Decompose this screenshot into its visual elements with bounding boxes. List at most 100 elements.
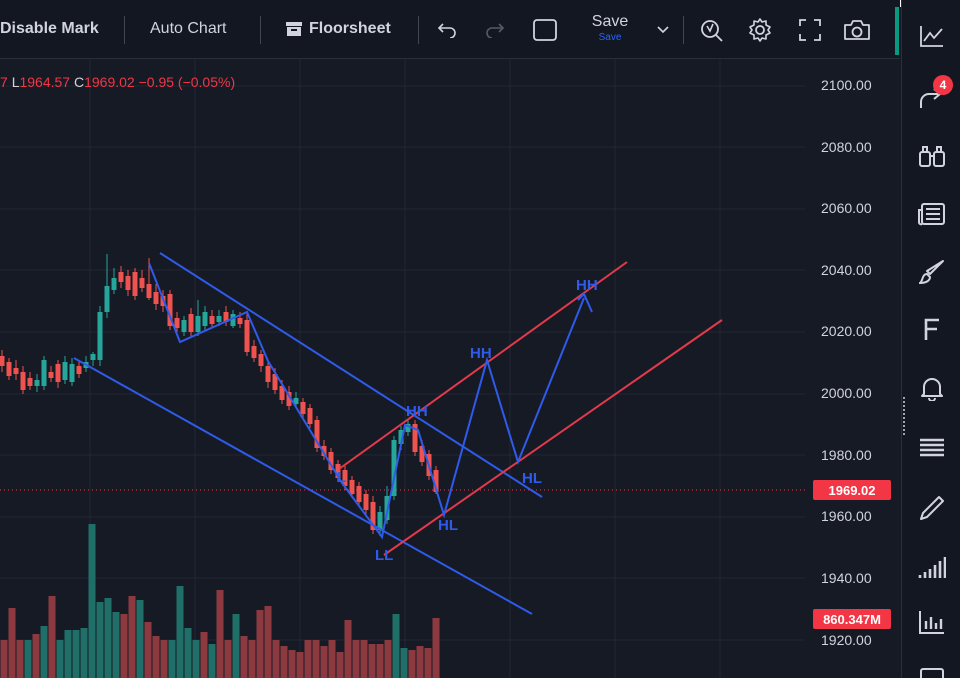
- candle-body: [391, 440, 397, 496]
- candle-body: [125, 276, 131, 290]
- candle-body: [286, 392, 292, 406]
- volume-bars: [0, 524, 440, 678]
- volume-bar: [128, 596, 136, 678]
- candle-body: [62, 362, 68, 380]
- archive-icon: [286, 22, 302, 36]
- list-icon[interactable]: [916, 432, 948, 464]
- channel-upper-blue: [159, 252, 543, 498]
- candle-body: [279, 386, 285, 400]
- candle-body: [111, 278, 117, 290]
- floorsheet-button[interactable]: Floorsheet: [286, 0, 391, 58]
- auto-chart-button[interactable]: Auto Chart: [150, 20, 227, 37]
- camera-icon[interactable]: [843, 16, 871, 44]
- candle-body: [55, 364, 61, 382]
- drawings: [73, 252, 723, 615]
- volume-tag: 860.347M: [813, 609, 891, 629]
- chevron-down-icon[interactable]: [650, 16, 676, 44]
- candle-body: [321, 446, 327, 456]
- price-tick: 1920.00: [821, 632, 872, 648]
- fundamentals-icon[interactable]: [916, 314, 948, 346]
- candle-body: [97, 312, 103, 360]
- current-price-tag: 1969.02: [813, 480, 891, 500]
- candle-body: [48, 372, 54, 378]
- candle-body: [300, 402, 306, 414]
- volume-bar: [328, 640, 336, 678]
- ohlc-partial-value: 7: [0, 74, 8, 90]
- candle-body: [237, 318, 243, 324]
- channel-upper-red: [338, 261, 628, 470]
- drag-handle[interactable]: [902, 396, 906, 436]
- volume-bar: [304, 640, 312, 678]
- candle-body: [188, 314, 194, 332]
- volume-bar: [24, 640, 32, 678]
- volume-bar: [64, 630, 72, 678]
- right-toolbar: 4: [901, 0, 960, 678]
- candle-body: [223, 312, 229, 322]
- candle-body: [139, 278, 145, 288]
- top-toolbar: Disable Mark Auto Chart Floorsheet Save …: [0, 0, 900, 59]
- active-indicator: [895, 7, 899, 55]
- more-panel-icon[interactable]: [916, 660, 948, 678]
- candle-body: [335, 464, 341, 478]
- label-ll: LL: [375, 547, 393, 564]
- volume-bar: [88, 524, 96, 678]
- toolbar-divider: [418, 16, 419, 44]
- undo-icon[interactable]: [433, 16, 461, 44]
- ohlc-low-value: 1964.57: [19, 74, 71, 90]
- volume-bar: [104, 598, 112, 678]
- volume-bar: [424, 648, 432, 678]
- price-tick: 2020.00: [821, 323, 872, 339]
- pattern-labels: HH HH HH HL HL LL L: [337, 277, 598, 564]
- redo-icon[interactable]: [481, 16, 509, 44]
- save-button[interactable]: Save Save: [584, 12, 636, 52]
- news-icon[interactable]: [916, 198, 948, 230]
- candle-body: [230, 314, 236, 326]
- volume-bar: [344, 620, 352, 678]
- volume-bar: [288, 650, 296, 678]
- volume-bar: [352, 640, 360, 678]
- binoculars-icon[interactable]: [916, 140, 948, 172]
- volume-bar: [192, 640, 200, 678]
- fullscreen-icon[interactable]: [796, 16, 824, 44]
- volume-bar: [120, 614, 128, 678]
- candle-body: [363, 494, 369, 510]
- save-sublabel: Save: [598, 32, 622, 43]
- candle-body: [132, 272, 138, 296]
- candle-body: [181, 320, 187, 332]
- candle-body: [293, 398, 299, 404]
- candle-body: [209, 316, 215, 324]
- candle-body: [398, 430, 404, 444]
- disable-mark-button[interactable]: Disable Mark: [0, 20, 99, 37]
- price-tick: 2060.00: [821, 200, 872, 216]
- volume-bar: [248, 640, 256, 678]
- candle-body: [174, 318, 180, 328]
- quick-search-icon[interactable]: [697, 16, 725, 44]
- volume-bar: [40, 626, 48, 678]
- gear-icon[interactable]: [746, 16, 774, 44]
- volume-bar: [408, 650, 416, 678]
- candle-body: [195, 316, 201, 332]
- chart-icon[interactable]: [916, 20, 948, 52]
- volume-bar: [256, 610, 264, 678]
- layout-square-icon[interactable]: [531, 16, 559, 44]
- price-axis[interactable]: 2100.00 2080.00 2060.00 2040.00 2020.00 …: [805, 59, 900, 678]
- bell-icon[interactable]: [916, 372, 948, 404]
- candle-body: [41, 360, 47, 386]
- volume-bar: [32, 634, 40, 678]
- brush-icon[interactable]: [916, 256, 948, 288]
- channel-lower-red: [383, 319, 723, 556]
- volume-bar: [320, 646, 328, 678]
- toolbar-divider: [260, 16, 261, 44]
- ohlc-close-label: C: [73, 74, 85, 90]
- price-chart[interactable]: HH HH HH HL HL LL L 7 L1964.57 C1969.02 …: [0, 59, 900, 678]
- signal-bars-icon[interactable]: [916, 552, 948, 584]
- pencil-icon[interactable]: [916, 492, 948, 524]
- volume-bar: [8, 608, 16, 678]
- volume-bar: [96, 602, 104, 678]
- ohlc-low-label: L: [11, 74, 20, 90]
- volume-bar: [208, 644, 216, 678]
- price-tick: 2100.00: [821, 77, 872, 93]
- candle-body: [20, 372, 26, 390]
- candle-body: [0, 356, 5, 366]
- volume-chart-icon[interactable]: [916, 606, 948, 638]
